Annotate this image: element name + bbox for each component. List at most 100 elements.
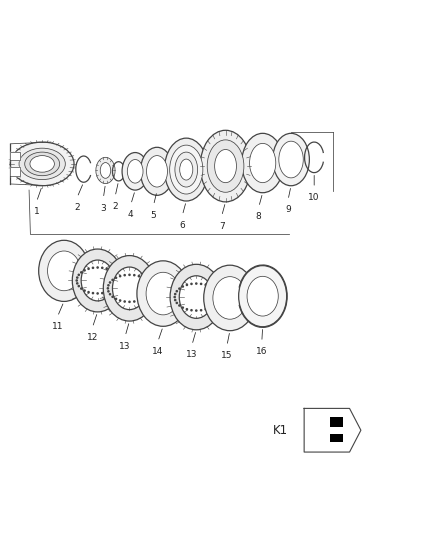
Circle shape [145,295,148,298]
Ellipse shape [146,272,180,315]
Circle shape [106,287,109,289]
Circle shape [117,279,120,282]
Circle shape [115,285,118,287]
Circle shape [174,299,177,301]
Circle shape [200,282,202,285]
Circle shape [96,292,99,295]
Circle shape [149,290,152,293]
Bar [330,417,343,427]
Ellipse shape [279,141,303,178]
Circle shape [111,295,114,298]
Circle shape [148,281,150,284]
Text: K1: K1 [272,424,288,437]
Ellipse shape [175,152,198,187]
Circle shape [87,268,90,270]
Circle shape [111,279,114,281]
Text: 11: 11 [52,322,63,331]
Circle shape [117,282,119,285]
Circle shape [215,302,217,304]
Ellipse shape [200,130,251,202]
Circle shape [181,285,184,288]
Circle shape [133,300,136,303]
Bar [330,434,343,442]
Circle shape [78,285,80,287]
Ellipse shape [113,267,147,310]
Circle shape [141,297,144,300]
Text: 14: 14 [152,347,163,356]
Circle shape [113,271,115,274]
Circle shape [101,266,103,269]
Circle shape [216,293,219,295]
Ellipse shape [30,156,54,172]
Ellipse shape [239,265,287,327]
Ellipse shape [122,152,148,190]
Circle shape [115,277,117,279]
Text: 12: 12 [87,333,98,342]
Circle shape [149,284,152,287]
Ellipse shape [100,163,111,179]
Text: 13: 13 [186,350,198,359]
Ellipse shape [19,148,65,180]
Text: 16: 16 [256,348,268,356]
Circle shape [176,290,178,293]
Text: 1: 1 [34,207,39,216]
Ellipse shape [170,264,223,330]
Circle shape [109,281,111,284]
Ellipse shape [180,159,193,180]
Ellipse shape [141,147,173,195]
Polygon shape [11,152,20,160]
Ellipse shape [170,145,203,194]
Circle shape [181,306,184,309]
Ellipse shape [273,133,309,185]
Ellipse shape [72,249,123,312]
Ellipse shape [215,149,237,183]
Text: 8: 8 [256,212,261,221]
Circle shape [205,284,207,286]
Circle shape [215,290,217,293]
Circle shape [76,282,78,285]
Circle shape [110,289,112,292]
Circle shape [117,276,119,279]
Circle shape [128,273,131,276]
Ellipse shape [25,152,60,176]
Polygon shape [11,167,20,176]
Circle shape [186,308,188,311]
Circle shape [205,308,207,311]
Circle shape [106,291,108,294]
Text: 7: 7 [219,222,225,231]
Text: 2: 2 [112,202,118,211]
Circle shape [113,287,115,290]
Ellipse shape [247,276,278,316]
Ellipse shape [213,277,247,319]
Ellipse shape [164,138,208,201]
Circle shape [78,273,80,276]
Text: 2: 2 [74,203,80,212]
Ellipse shape [137,261,189,326]
Circle shape [76,276,78,279]
Circle shape [212,304,215,307]
Text: 4: 4 [128,210,134,219]
Text: 13: 13 [120,342,131,351]
Ellipse shape [96,157,115,183]
Text: 5: 5 [151,211,156,220]
Circle shape [200,309,202,312]
Ellipse shape [147,156,167,187]
Circle shape [119,299,121,302]
Circle shape [173,296,176,298]
Circle shape [178,304,181,307]
Ellipse shape [103,256,155,321]
Circle shape [190,309,193,312]
Circle shape [138,299,140,302]
Circle shape [75,279,78,282]
Circle shape [128,301,131,303]
Circle shape [107,284,110,287]
Ellipse shape [127,159,143,183]
Circle shape [186,284,188,286]
Circle shape [87,291,90,294]
Circle shape [195,282,198,285]
Circle shape [110,269,112,272]
Circle shape [150,287,152,289]
Circle shape [178,287,181,290]
Ellipse shape [250,143,276,183]
Circle shape [208,285,211,288]
